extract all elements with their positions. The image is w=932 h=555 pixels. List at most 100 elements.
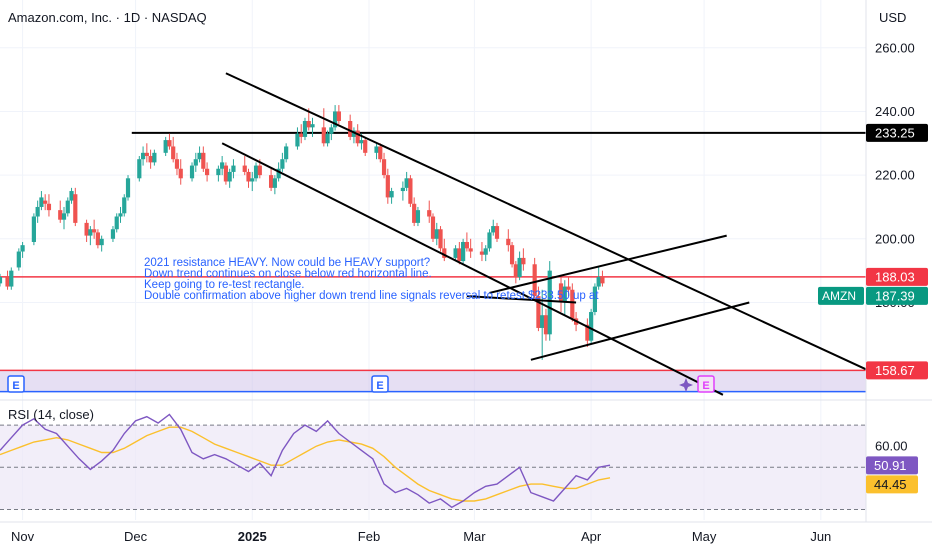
candle-body bbox=[167, 140, 172, 147]
candle bbox=[329, 124, 334, 141]
candle bbox=[43, 194, 48, 211]
candle-body bbox=[299, 133, 304, 137]
earnings-marker[interactable]: E bbox=[7, 375, 25, 393]
candle-body bbox=[61, 213, 67, 220]
earnings-marker[interactable]: E bbox=[371, 375, 389, 393]
candle bbox=[223, 162, 229, 185]
candle bbox=[363, 136, 368, 157]
candle bbox=[589, 308, 594, 344]
candle bbox=[201, 146, 206, 172]
candle-body bbox=[137, 159, 142, 179]
rsi-ma-line bbox=[0, 426, 611, 502]
candle-body bbox=[521, 257, 526, 265]
candle bbox=[16, 248, 21, 271]
candle bbox=[9, 267, 14, 290]
candle bbox=[125, 175, 131, 201]
candle-body bbox=[201, 152, 206, 169]
earnings-marker[interactable]: E bbox=[679, 375, 715, 393]
candle-body bbox=[9, 270, 14, 287]
trendline bbox=[530, 301, 750, 361]
candle bbox=[253, 162, 259, 182]
candle bbox=[220, 156, 225, 176]
rsi-band-lines bbox=[0, 424, 866, 510]
candle bbox=[92, 219, 97, 239]
time-tick-label: Dec bbox=[124, 529, 148, 544]
candle-body bbox=[35, 206, 40, 217]
candle-body bbox=[39, 197, 44, 207]
candle bbox=[442, 238, 447, 262]
candle-body bbox=[336, 111, 341, 121]
candle-body bbox=[536, 296, 541, 328]
candle-body bbox=[494, 226, 500, 239]
candlestick-series bbox=[0, 105, 605, 360]
price-tick-label: 200.00 bbox=[875, 231, 915, 246]
symbol-title[interactable]: Amazon.com, Inc. · 1D · NASDAQ bbox=[8, 10, 207, 25]
earnings-markers[interactable]: E E E bbox=[7, 375, 715, 393]
candle bbox=[73, 187, 78, 227]
candle-body bbox=[216, 168, 221, 176]
candle bbox=[299, 124, 304, 144]
candle-body bbox=[118, 213, 123, 217]
candle-body bbox=[430, 216, 436, 239]
candle-body bbox=[250, 178, 255, 182]
currency-label[interactable]: USD bbox=[879, 10, 906, 25]
candle bbox=[385, 168, 390, 204]
text-annotation[interactable]: 2021 resistance HEAVY. Now could be HEAV… bbox=[144, 257, 599, 302]
candle-body bbox=[125, 178, 131, 198]
candle bbox=[494, 222, 500, 242]
candle bbox=[246, 168, 251, 188]
candle-body bbox=[453, 248, 458, 258]
candle bbox=[348, 114, 353, 141]
candle-body bbox=[412, 203, 417, 223]
rsi-title[interactable]: RSI (14, close) bbox=[8, 407, 94, 422]
candle-body bbox=[197, 152, 202, 160]
candle-body bbox=[65, 200, 70, 214]
candle bbox=[310, 117, 315, 137]
candle-body bbox=[585, 324, 590, 341]
candle-body bbox=[566, 286, 571, 290]
candle-body bbox=[114, 216, 119, 230]
candle bbox=[284, 143, 289, 163]
candle bbox=[35, 200, 40, 223]
candle bbox=[596, 267, 601, 290]
candle-body bbox=[148, 156, 153, 163]
candle bbox=[333, 105, 338, 131]
candle-body bbox=[0, 277, 3, 284]
candle-body bbox=[592, 286, 598, 313]
trendline bbox=[489, 234, 727, 294]
candle-body bbox=[479, 251, 485, 255]
candle-body bbox=[20, 245, 25, 252]
candle-body bbox=[562, 286, 567, 303]
rsi-value-text: 50.91 bbox=[874, 458, 907, 473]
candle-body bbox=[442, 248, 447, 258]
candle-body bbox=[438, 229, 443, 249]
time-tick-label: Apr bbox=[581, 529, 602, 544]
price-tick-label: 260.00 bbox=[875, 40, 915, 55]
candle-body bbox=[378, 146, 383, 160]
candle-body bbox=[329, 127, 334, 134]
candle bbox=[193, 152, 198, 172]
time-tick-label: 2025 bbox=[238, 529, 267, 544]
resistance-price-label: 233.25 bbox=[875, 125, 915, 140]
candle bbox=[118, 206, 123, 223]
candle bbox=[189, 162, 195, 182]
candle-body bbox=[220, 162, 225, 169]
candle-body bbox=[374, 146, 379, 153]
earnings-label: E bbox=[376, 380, 383, 392]
label-current: AMZN 187.39 bbox=[818, 286, 928, 305]
candle bbox=[543, 308, 549, 341]
candle bbox=[461, 238, 466, 265]
annotation-line-1: 2021 resistance HEAVY. Now could be HEAV… bbox=[144, 257, 430, 269]
candle-body bbox=[46, 203, 52, 211]
candle-body bbox=[506, 238, 511, 246]
support-price-label: 158.67 bbox=[875, 363, 915, 378]
rsi-value-label: 50.91 bbox=[866, 456, 918, 475]
candle-body bbox=[325, 133, 330, 144]
trendlines bbox=[221, 72, 867, 396]
candle-body bbox=[242, 165, 247, 172]
candle bbox=[140, 146, 146, 166]
time-axis[interactable]: Nov Dec 2025 Feb Mar Apr May Jun bbox=[11, 529, 831, 544]
candle bbox=[272, 175, 277, 195]
